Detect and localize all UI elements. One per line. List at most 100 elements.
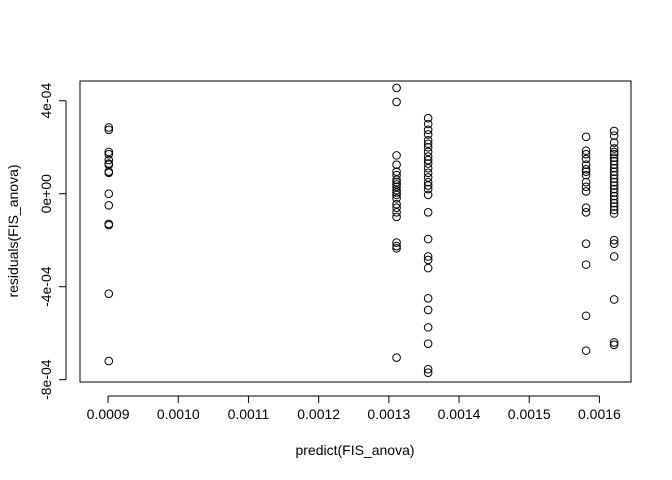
data-point (609, 252, 619, 261)
data-point (609, 338, 619, 347)
data-point (609, 126, 619, 136)
data-point (392, 353, 401, 362)
data-point (609, 235, 619, 245)
x-axis-label: predict(FIS_anova) (295, 442, 414, 458)
data-point (609, 295, 619, 304)
data-point (609, 156, 619, 166)
data-point (392, 167, 401, 176)
data-point (392, 203, 401, 212)
data-point (581, 160, 591, 169)
data-point (423, 130, 433, 139)
data-point (609, 177, 619, 187)
data-point (609, 144, 619, 153)
data-point (104, 147, 114, 157)
data-point (104, 155, 114, 165)
data-point (609, 202, 619, 211)
data-point (609, 205, 619, 215)
data-point (423, 339, 433, 348)
x-tick-label: 0.0016 (578, 406, 621, 422)
data-point (423, 119, 433, 129)
x-axis: 0.0009 0.0010 0.0011 0.0012 0.0013 0.0014 0.00… (87, 395, 621, 422)
data-point (609, 184, 619, 194)
data-point (581, 132, 591, 142)
data-point (423, 208, 433, 217)
data-point (609, 191, 619, 201)
data-point (581, 177, 591, 187)
data-point (581, 167, 591, 176)
data-point (104, 201, 114, 210)
x-tick-label: 0.0013 (367, 406, 410, 422)
y-axis: 4e-04 0e+00 -4e-04 -8e-04 (38, 83, 67, 400)
y-tick-label: -8e-04 (38, 359, 54, 400)
data-point (392, 185, 401, 195)
data-point (609, 209, 619, 218)
data-point (392, 177, 401, 187)
data-point (423, 142, 433, 152)
data-point (609, 181, 619, 190)
data-point (581, 170, 591, 180)
data-point (104, 189, 114, 199)
data-point (423, 173, 433, 182)
data-point (609, 160, 619, 169)
data-point (581, 154, 591, 164)
data-point (581, 260, 591, 269)
data-point (392, 199, 401, 209)
data-point (609, 174, 619, 183)
data-point (423, 252, 433, 261)
x-tick-label: 0.0014 (438, 406, 481, 422)
data-point (392, 160, 401, 169)
data-point (423, 155, 433, 165)
data-point (423, 323, 433, 332)
data-point (423, 177, 433, 187)
data-point (104, 289, 114, 298)
data-point (423, 152, 433, 161)
data-point (104, 160, 114, 169)
y-tick-label: 0e+00 (38, 174, 54, 214)
data-point (581, 203, 591, 212)
data-point (609, 239, 619, 249)
data-point (392, 188, 401, 197)
x-tick-label: 0.0012 (297, 406, 340, 422)
data-point (423, 184, 433, 194)
y-tick-label: 4e-04 (38, 83, 54, 119)
data-point (423, 364, 433, 374)
data-point (581, 149, 591, 159)
data-point (423, 263, 433, 273)
data-point (581, 146, 591, 156)
data-point (392, 83, 401, 93)
data-point (104, 220, 114, 230)
data-point (423, 135, 433, 145)
data-point (392, 244, 401, 253)
data-point (423, 147, 433, 157)
x-tick-label: 0.0009 (87, 406, 130, 422)
data-point (392, 175, 401, 185)
data-point (423, 125, 433, 135)
data-point (581, 346, 591, 355)
data-point (104, 356, 114, 366)
data-points (104, 83, 619, 378)
data-point (609, 188, 619, 197)
data-point (609, 340, 619, 350)
data-point (423, 163, 433, 173)
x-tick-label: 0.0010 (157, 406, 200, 422)
data-point (392, 190, 401, 200)
data-point (609, 131, 619, 140)
data-point (423, 168, 433, 178)
x-tick-label: 0.0015 (508, 406, 551, 422)
data-point (609, 195, 619, 204)
data-point (581, 182, 591, 192)
data-point (581, 208, 591, 217)
data-point (423, 159, 433, 168)
data-point (104, 149, 114, 159)
y-tick-label: -4e-04 (38, 266, 54, 307)
data-point (609, 198, 619, 208)
data-point (581, 311, 591, 321)
data-point (423, 190, 433, 200)
data-point (609, 149, 619, 159)
data-point (609, 163, 619, 173)
data-point (392, 170, 401, 180)
data-point (609, 153, 619, 163)
data-point (423, 113, 433, 123)
